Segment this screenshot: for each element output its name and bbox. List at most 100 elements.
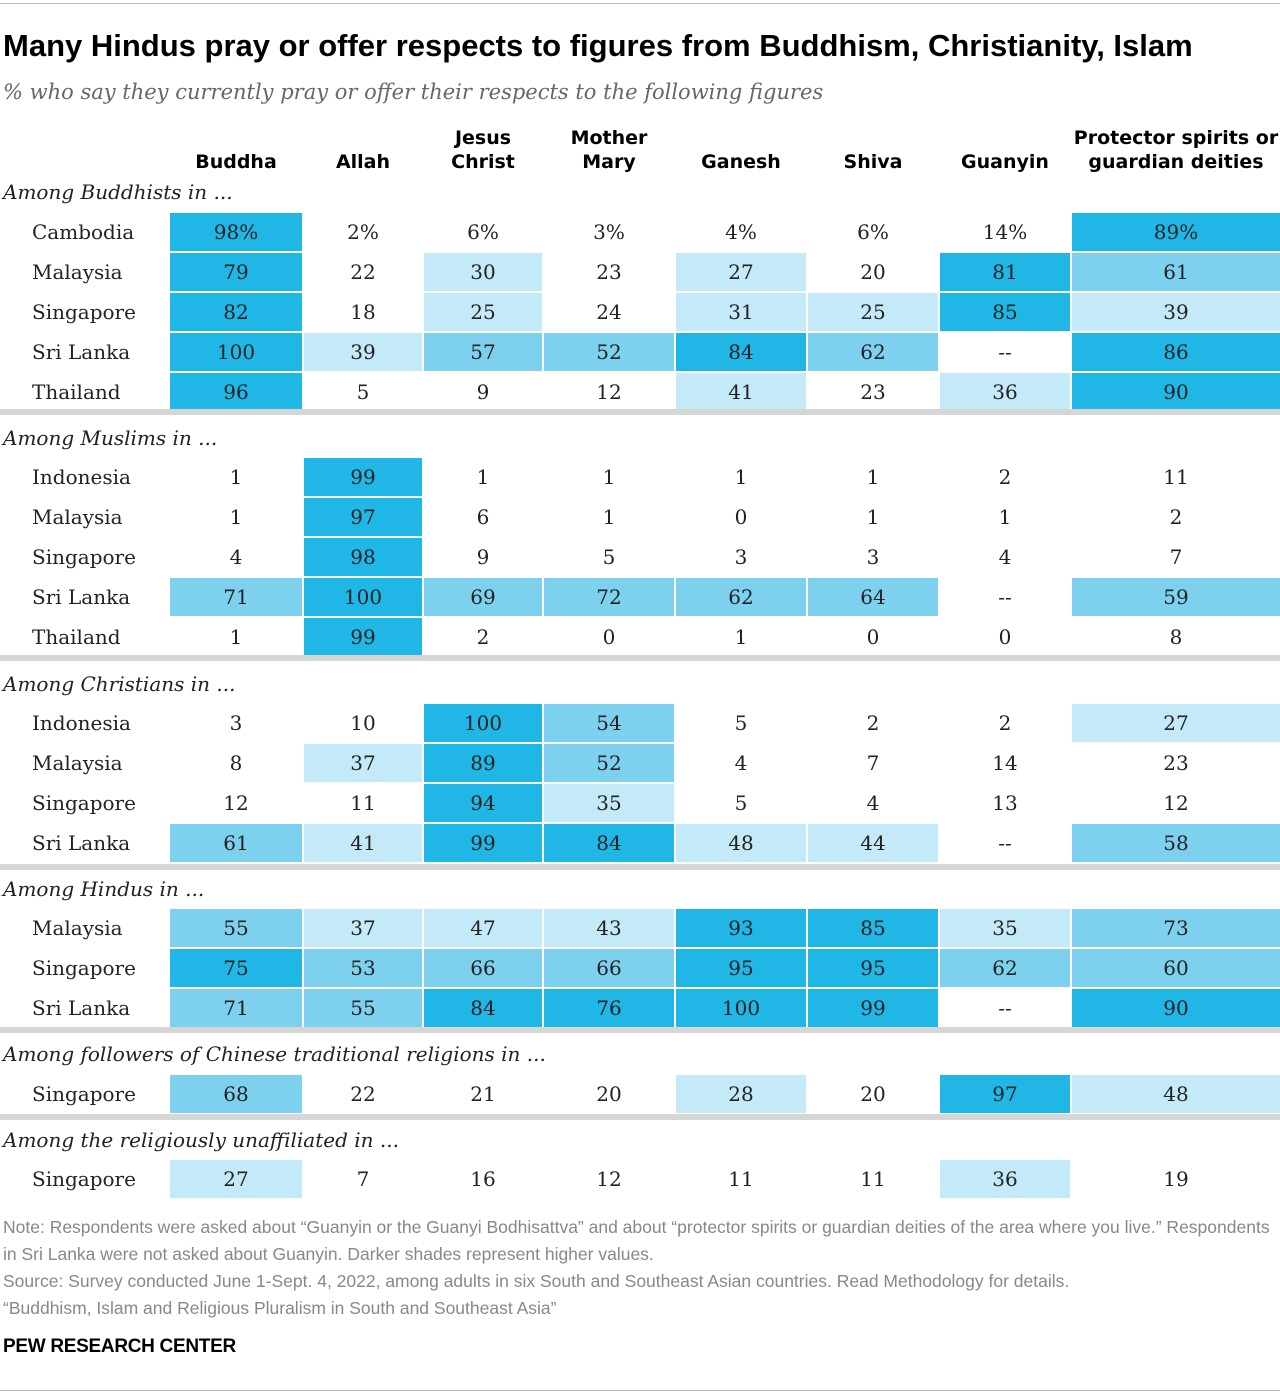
table-cell: 62 bbox=[676, 578, 806, 616]
table-cell: 58 bbox=[1072, 824, 1280, 862]
table-cell: 99 bbox=[304, 618, 422, 656]
row-label-malaysia: Malaysia bbox=[32, 260, 123, 284]
table-cell: 95 bbox=[676, 949, 806, 987]
top-rule bbox=[0, 3, 1280, 4]
table-cell: 55 bbox=[304, 989, 422, 1027]
row-label-singapore: Singapore bbox=[32, 545, 136, 569]
row-label-malaysia: Malaysia bbox=[32, 916, 123, 940]
table-cell: 12 bbox=[223, 791, 249, 815]
column-header-allah: Allah bbox=[335, 151, 391, 173]
table-cell: 1 bbox=[476, 465, 490, 489]
table-cell: 37 bbox=[304, 909, 422, 947]
table-cell: 2 bbox=[998, 711, 1012, 735]
table-cell: 1 bbox=[998, 505, 1012, 529]
table-cell: 1 bbox=[229, 465, 243, 489]
group-divider bbox=[0, 1114, 1280, 1120]
table-cell: 97 bbox=[304, 498, 422, 536]
column-header-guanyin: Guanyin bbox=[961, 151, 1049, 173]
table-cell: 9 bbox=[476, 545, 490, 569]
table-cell: 93 bbox=[676, 909, 806, 947]
table-cell: 84 bbox=[676, 333, 806, 371]
table-cell: 85 bbox=[940, 293, 1070, 331]
column-header-jesus-christ: Jesus Christ bbox=[451, 127, 515, 173]
table-cell: 20 bbox=[860, 1082, 886, 1106]
table-cell: 61 bbox=[1072, 253, 1280, 291]
source-text: Source: Survey conducted June 1-Sept. 4,… bbox=[3, 1271, 1070, 1291]
table-cell: 3 bbox=[866, 545, 880, 569]
table-cell: 57 bbox=[424, 333, 542, 371]
table-cell: 23 bbox=[596, 260, 622, 284]
row-label-indonesia: Indonesia bbox=[32, 465, 131, 489]
table-cell: 0 bbox=[998, 625, 1012, 649]
table-cell: 68 bbox=[170, 1075, 302, 1113]
table-cell: 1 bbox=[734, 625, 748, 649]
table-cell: 5 bbox=[734, 711, 748, 735]
table-cell: 13 bbox=[992, 791, 1018, 815]
table-cell: 4% bbox=[725, 220, 757, 244]
group-label: Among Christians in ... bbox=[3, 672, 236, 696]
table-cell: 84 bbox=[424, 989, 542, 1027]
row-label-singapore: Singapore bbox=[32, 791, 136, 815]
table-cell: 19 bbox=[1163, 1167, 1189, 1191]
note-text: Note: Respondents were asked about “Guan… bbox=[3, 1217, 1270, 1264]
table-cell: 99 bbox=[424, 824, 542, 862]
table-cell: 1 bbox=[866, 505, 880, 529]
table-cell: 52 bbox=[544, 744, 674, 782]
table-cell: 21 bbox=[470, 1082, 496, 1106]
table-cell: 30 bbox=[424, 253, 542, 291]
column-header-protector-spirits-or-guardian-deities: Protector spirits or guardian deities bbox=[1073, 127, 1279, 173]
table-cell: 69 bbox=[424, 578, 542, 616]
table-cell: 72 bbox=[544, 578, 674, 616]
chart-title: Many Hindus pray or offer respects to fi… bbox=[3, 28, 1193, 63]
column-header-buddha: Buddha bbox=[195, 151, 277, 173]
table-cell: 100 bbox=[676, 989, 806, 1027]
table-cell: 1 bbox=[734, 465, 748, 489]
row-label-sri-lanka: Sri Lanka bbox=[32, 585, 131, 609]
table-cell: 60 bbox=[1072, 949, 1280, 987]
table-cell: -- bbox=[998, 340, 1012, 364]
row-label-cambodia: Cambodia bbox=[32, 220, 135, 244]
table-cell: 11 bbox=[860, 1167, 886, 1191]
group-label: Among followers of Chinese traditional r… bbox=[3, 1042, 546, 1066]
table-cell: 35 bbox=[940, 909, 1070, 947]
pew-logo-text: PEW RESEARCH CENTER bbox=[3, 1336, 236, 1357]
group-label: Among Muslims in ... bbox=[3, 426, 218, 450]
table-cell: 0 bbox=[734, 505, 748, 529]
table-cell: 27 bbox=[1072, 704, 1280, 742]
table-cell: 4 bbox=[229, 545, 243, 569]
chart-subtitle: % who say they currently pray or offer t… bbox=[3, 80, 824, 104]
group-label: Among Buddhists in ... bbox=[3, 180, 233, 204]
table-cell: 100 bbox=[170, 333, 302, 371]
table-cell: 11 bbox=[728, 1167, 754, 1191]
table-cell: 75 bbox=[170, 949, 302, 987]
table-cell: 86 bbox=[1072, 333, 1280, 371]
table-cell: 7 bbox=[356, 1167, 370, 1191]
table-cell: 1 bbox=[866, 465, 880, 489]
table-cell: 11 bbox=[350, 791, 376, 815]
row-label-malaysia: Malaysia bbox=[32, 505, 123, 529]
table-cell: 12 bbox=[1163, 791, 1189, 815]
table-cell: 8 bbox=[1169, 625, 1183, 649]
row-label-malaysia: Malaysia bbox=[32, 751, 123, 775]
group-divider bbox=[0, 655, 1280, 661]
table-cell: 6% bbox=[857, 220, 889, 244]
table-cell: 1 bbox=[229, 505, 243, 529]
table-cell: 99 bbox=[304, 458, 422, 496]
table-cell: 36 bbox=[940, 1160, 1070, 1198]
table-cell: 27 bbox=[676, 253, 806, 291]
table-cell: 0 bbox=[866, 625, 880, 649]
table-cell: 5 bbox=[602, 545, 616, 569]
table-cell: 82 bbox=[170, 293, 302, 331]
row-label-sri-lanka: Sri Lanka bbox=[32, 996, 131, 1020]
table-cell: 79 bbox=[170, 253, 302, 291]
table-cell: 35 bbox=[544, 784, 674, 822]
table-cell: 97 bbox=[940, 1075, 1070, 1113]
table-cell: -- bbox=[998, 996, 1012, 1020]
table-cell: 23 bbox=[1163, 751, 1189, 775]
table-cell: 10 bbox=[350, 711, 376, 735]
table-cell: 39 bbox=[1072, 293, 1280, 331]
table-cell: 4 bbox=[998, 545, 1012, 569]
column-header-shiva: Shiva bbox=[843, 151, 903, 173]
table-cell: 71 bbox=[170, 989, 302, 1027]
table-cell: 43 bbox=[544, 909, 674, 947]
